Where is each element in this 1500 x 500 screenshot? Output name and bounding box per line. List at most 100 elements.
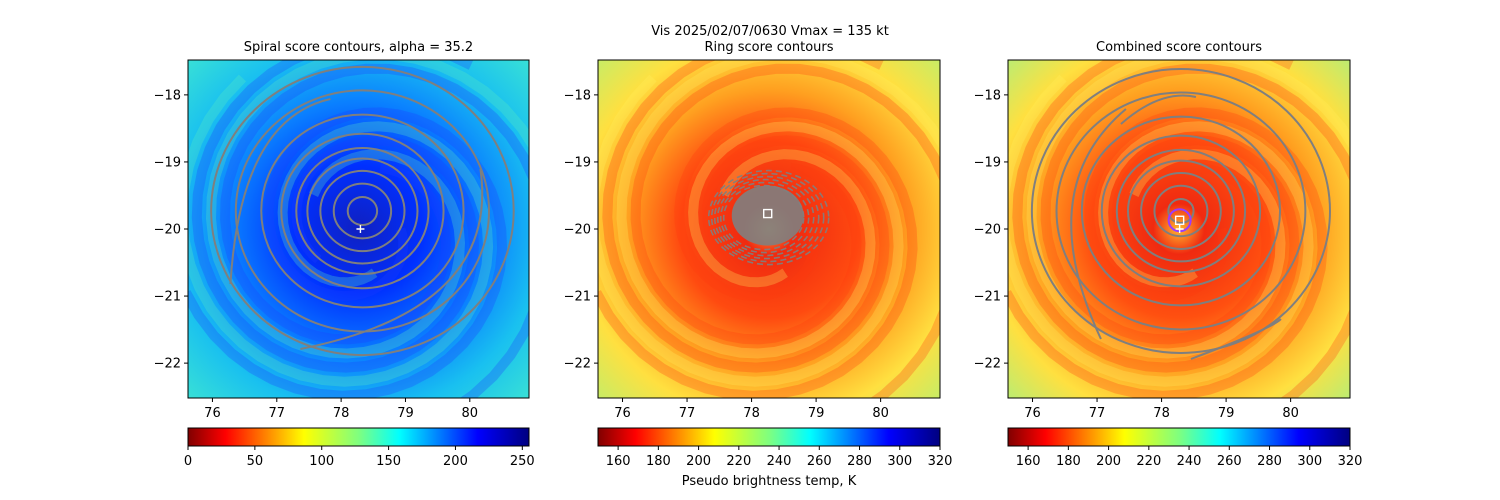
- colorbar-tick-label: 200: [686, 454, 711, 469]
- contour-line: [1080, 115, 1282, 307]
- x-tick-label: 76: [204, 406, 221, 421]
- y-tick-label: −20: [974, 223, 1001, 238]
- colorbar-tick-label: 180: [1056, 454, 1081, 469]
- x-tick-label: 78: [1153, 406, 1170, 421]
- contour-line: [1055, 91, 1307, 331]
- y-tick-label: −22: [154, 357, 181, 372]
- contour-line: [295, 146, 430, 276]
- colorbar: [597, 427, 941, 447]
- colorbar: [1007, 427, 1351, 447]
- contour-line: [1126, 159, 1235, 263]
- colorbar-tick-label: 260: [1217, 454, 1242, 469]
- colorbar-tick-label: 260: [807, 454, 832, 469]
- eye-square-marker: [763, 208, 773, 219]
- colorbar-tick-label: 150: [376, 454, 401, 469]
- center-plus-marker: [356, 225, 365, 233]
- x-tick-label: 79: [1218, 406, 1235, 421]
- colorbar-tick-label: 50: [247, 454, 264, 469]
- cloud-band: [188, 107, 508, 398]
- contour-line: [1190, 318, 1282, 360]
- panel-combined: Combined score contours 76 77 78 79 80 −18 −19…: [974, 40, 1363, 469]
- contour-line: [722, 184, 805, 251]
- contour-line: [1167, 198, 1195, 224]
- contour-line: [1070, 108, 1127, 340]
- x-tick-label: 78: [743, 406, 760, 421]
- contour-line: [346, 196, 379, 226]
- colorbar-tick-label: 240: [767, 454, 792, 469]
- y-tick-label: −21: [974, 290, 1001, 305]
- contour-line: [300, 168, 484, 350]
- cloud-band: [630, 63, 940, 398]
- colorbar-label: Pseudo brightness temp, K: [682, 474, 857, 489]
- x-tick-label: 79: [808, 406, 825, 421]
- x-tick-label: 77: [1089, 406, 1106, 421]
- y-tick-label: −18: [154, 88, 181, 103]
- colorbar-tick-label: 300: [1297, 454, 1322, 469]
- y-tick-label: −18: [564, 88, 591, 103]
- image-field: [598, 60, 940, 398]
- image-field: [188, 60, 529, 398]
- colorbar-tick-label: 240: [1177, 454, 1202, 469]
- colorbar-tick-label: 100: [309, 454, 334, 469]
- colorbar-tick-label: 300: [887, 454, 912, 469]
- contour-line: [716, 178, 815, 257]
- contour-line: [710, 172, 825, 263]
- x-tick-label: 78: [333, 406, 350, 421]
- colorbar-tick-label: 220: [1136, 454, 1161, 469]
- contour-line: [1115, 148, 1247, 274]
- contour-line: [1120, 94, 1197, 125]
- contour-line: [210, 65, 515, 357]
- contour-line: [280, 132, 445, 290]
- colorbar-tick-label: 250: [510, 454, 535, 469]
- eye-square-marker: [1174, 215, 1185, 225]
- x-tick-label: 80: [462, 406, 479, 421]
- contour-line: [1153, 184, 1209, 238]
- panel-title: Combined score contours: [1096, 40, 1262, 55]
- y-tick-label: −21: [154, 290, 181, 305]
- colorbar: [187, 427, 530, 447]
- cloud-band: [598, 107, 918, 398]
- contour-line: [260, 113, 465, 309]
- y-tick-label: −19: [154, 155, 181, 170]
- contour-line: [306, 157, 419, 265]
- panel-title: Ring score contours: [704, 40, 833, 55]
- contour-blob: [731, 185, 804, 246]
- y-tick-label: −22: [564, 357, 591, 372]
- y-tick-label: −22: [974, 357, 1001, 372]
- panel-ring: Ring score contours 76 77 78 79 80 −18 −19 −20 −…: [564, 40, 953, 469]
- contour-line: [719, 181, 810, 254]
- x-tick-label: 80: [872, 406, 889, 421]
- cloud-band: [602, 60, 890, 373]
- contour-line: [1030, 68, 1331, 354]
- colorbar-tick-label: 280: [847, 454, 872, 469]
- x-tick-label: 77: [679, 406, 696, 421]
- colorbar-tick-label: 180: [646, 454, 671, 469]
- y-tick-label: −19: [974, 155, 1001, 170]
- x-tick-label: 79: [397, 406, 414, 421]
- y-tick-label: −21: [564, 290, 591, 305]
- colorbar-tick-label: 220: [726, 454, 751, 469]
- contour-line: [713, 175, 820, 260]
- panel-title: Spiral score contours, alpha = 35.2: [244, 40, 473, 55]
- colorbar-tick-label: 200: [443, 454, 468, 469]
- colorbar-tick-label: 0: [184, 454, 192, 469]
- cloud-band: [1040, 63, 1350, 398]
- y-tick-label: −20: [564, 223, 591, 238]
- x-tick-label: 76: [1024, 406, 1041, 421]
- colorbar-tick-label: 320: [1338, 454, 1363, 469]
- contour-line: [1100, 134, 1262, 288]
- contour-line: [332, 182, 393, 240]
- colorbar-tick-label: 160: [606, 454, 631, 469]
- figure-suptitle: Vis 2025/02/07/0630 Vmax = 135 kt: [651, 24, 889, 39]
- cloud-band: [220, 63, 529, 398]
- contour-line: [1140, 172, 1222, 250]
- cloud-band: [598, 74, 904, 387]
- colorbar-tick-label: 320: [928, 454, 953, 469]
- contour-line: [229, 98, 331, 285]
- x-tick-label: 77: [269, 406, 286, 421]
- y-tick-label: −20: [154, 223, 181, 238]
- center-plus-marker: [1175, 225, 1184, 233]
- x-tick-label: 76: [614, 406, 631, 421]
- contour-line: [707, 169, 830, 266]
